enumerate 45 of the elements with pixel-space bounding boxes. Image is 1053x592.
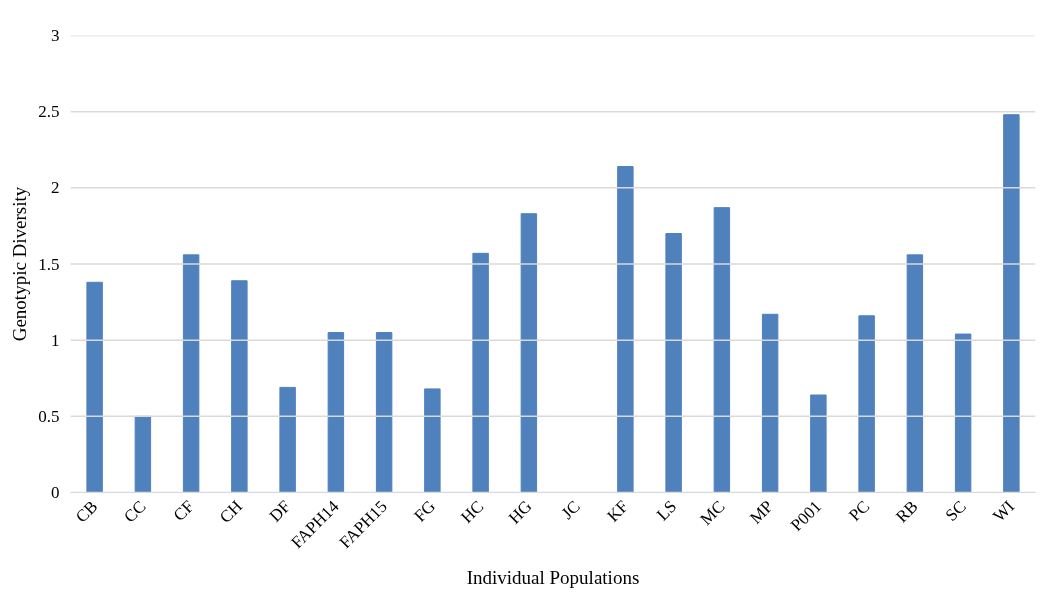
y-tick-label: 1.5 [38, 254, 60, 274]
x-tick-label: LS [652, 496, 681, 525]
bar [1003, 114, 1020, 493]
y-tick-label: 2.5 [38, 102, 60, 122]
y-tick-label: 1 [51, 330, 60, 350]
x-tick-label: HG [504, 496, 536, 528]
x-tick-label: RB [892, 496, 922, 527]
x-tick-label: MC [696, 496, 729, 529]
bar [327, 332, 345, 493]
bar [182, 254, 200, 493]
x-tick-label: CB [71, 496, 102, 527]
bar [617, 166, 634, 493]
x-tick-label: DF [265, 496, 295, 526]
bar [279, 386, 296, 493]
x-tick-label: PC [845, 496, 874, 525]
x-tick-label: JC [557, 496, 584, 523]
bar [472, 252, 489, 493]
bar [954, 333, 972, 493]
bar [713, 207, 731, 493]
x-tick-label: WI [989, 496, 1019, 526]
x-tick-label: SC [941, 496, 970, 525]
bar [906, 254, 924, 493]
x-tick-label: FG [410, 496, 440, 526]
bar [810, 394, 827, 493]
bar [134, 415, 152, 493]
bar [86, 281, 103, 493]
y-tick-label: 0.5 [38, 406, 60, 426]
y-tick-label: 3 [51, 26, 60, 45]
bar [761, 313, 779, 493]
x-tick-label: CH [215, 496, 247, 527]
bar [520, 213, 538, 493]
x-axis-title: Individual Populations [466, 566, 640, 588]
x-tick-label: KF [603, 496, 633, 526]
bar [424, 388, 441, 493]
bar [665, 233, 682, 493]
y-tick-label: 0 [51, 483, 60, 502]
bar [858, 315, 875, 493]
x-tick-label: CC [120, 496, 150, 527]
x-tick-label: MP [746, 496, 777, 528]
x-tick-label: HC [457, 496, 488, 527]
bar [375, 332, 393, 493]
bar [231, 280, 248, 493]
y-axis-title: Genotypic Diversity [9, 186, 31, 342]
x-tick-label: CF [169, 496, 198, 525]
y-tick-label: 2 [51, 178, 60, 198]
